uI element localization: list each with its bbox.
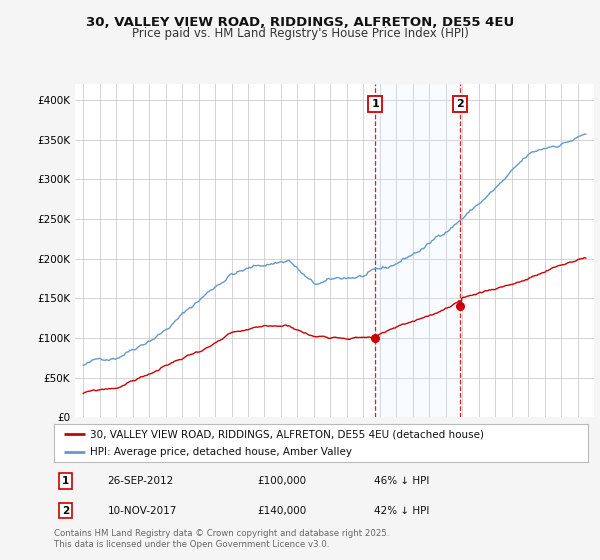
Bar: [376, 84, 460, 417]
Text: 1: 1: [371, 99, 379, 109]
Text: 1: 1: [62, 476, 70, 486]
Text: 26-SEP-2012: 26-SEP-2012: [107, 476, 173, 486]
Text: HPI: Average price, detached house, Amber Valley: HPI: Average price, detached house, Ambe…: [91, 447, 352, 458]
Text: Price paid vs. HM Land Registry's House Price Index (HPI): Price paid vs. HM Land Registry's House …: [131, 27, 469, 40]
Text: 42% ↓ HPI: 42% ↓ HPI: [374, 506, 430, 516]
Text: 30, VALLEY VIEW ROAD, RIDDINGS, ALFRETON, DE55 4EU: 30, VALLEY VIEW ROAD, RIDDINGS, ALFRETON…: [86, 16, 514, 29]
Text: Contains HM Land Registry data © Crown copyright and database right 2025.
This d: Contains HM Land Registry data © Crown c…: [54, 529, 389, 549]
Text: 2: 2: [62, 506, 70, 516]
Text: 30, VALLEY VIEW ROAD, RIDDINGS, ALFRETON, DE55 4EU (detached house): 30, VALLEY VIEW ROAD, RIDDINGS, ALFRETON…: [91, 429, 484, 439]
Text: £100,000: £100,000: [257, 476, 306, 486]
Text: 10-NOV-2017: 10-NOV-2017: [107, 506, 177, 516]
Text: 46% ↓ HPI: 46% ↓ HPI: [374, 476, 430, 486]
Text: £140,000: £140,000: [257, 506, 306, 516]
Text: 2: 2: [456, 99, 464, 109]
